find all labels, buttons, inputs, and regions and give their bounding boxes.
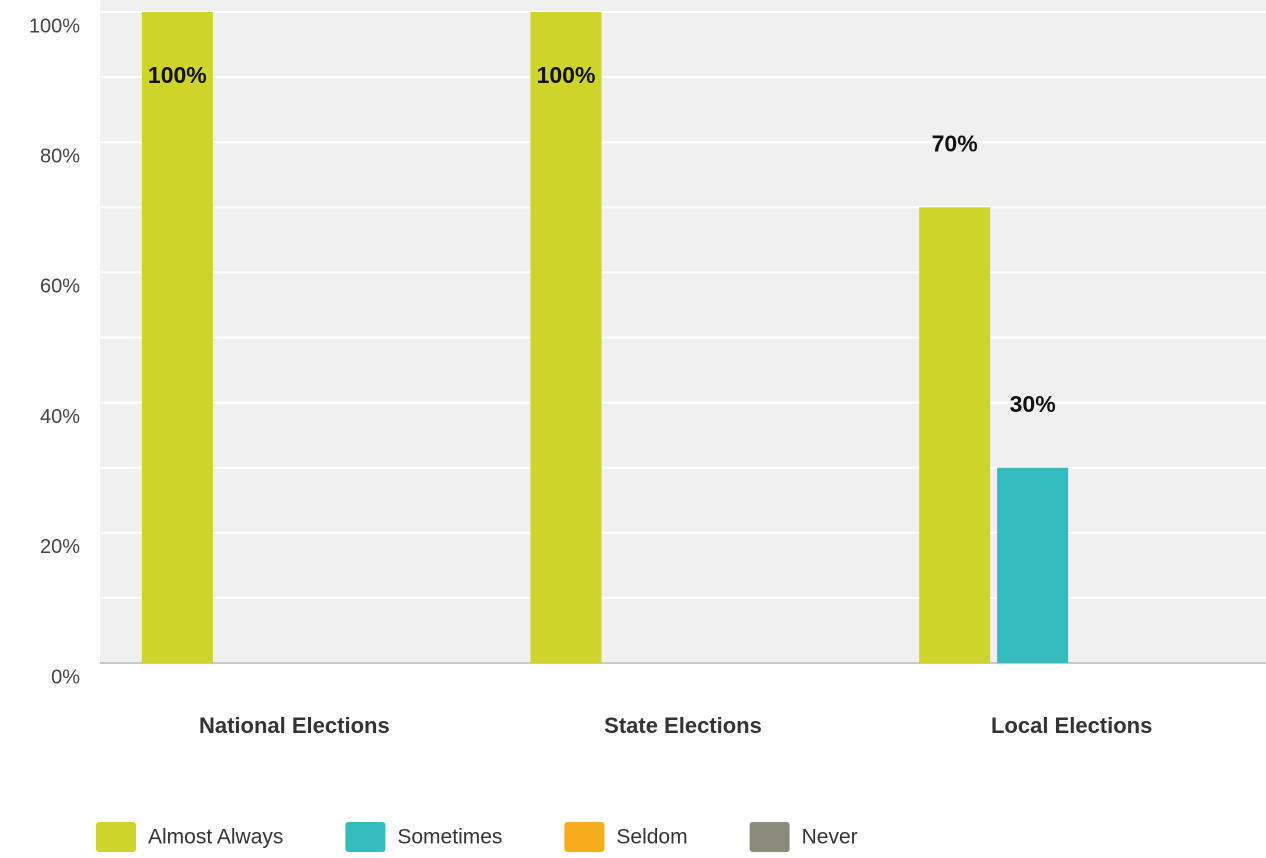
data-label: 100% — [537, 62, 596, 88]
legend-label: Sometimes — [397, 826, 502, 849]
y-tick-label: 100% — [29, 15, 80, 37]
y-tick-label: 0% — [51, 666, 80, 688]
bar — [997, 467, 1069, 663]
data-label: 100% — [148, 62, 207, 88]
x-tick-label: Local Elections — [991, 713, 1152, 738]
legend-label: Seldom — [616, 826, 687, 849]
legend-swatch — [345, 822, 386, 852]
data-label: 30% — [1010, 391, 1056, 417]
bar — [919, 207, 991, 664]
plot-background — [100, 0, 1266, 663]
y-tick-label: 80% — [40, 145, 80, 167]
legend-swatch — [564, 822, 605, 852]
legend-swatch — [96, 822, 136, 852]
y-tick-label: 60% — [40, 276, 80, 298]
data-label: 70% — [932, 130, 978, 156]
legend-label: Almost Always — [148, 826, 283, 849]
bar — [530, 12, 602, 663]
x-tick-label: National Elections — [199, 713, 390, 738]
legend-swatch — [749, 822, 790, 852]
y-tick-label: 20% — [40, 536, 80, 558]
legend-label: Never — [802, 826, 858, 849]
x-tick-label: State Elections — [604, 713, 762, 738]
y-tick-label: 40% — [40, 406, 80, 428]
bar — [141, 12, 213, 663]
